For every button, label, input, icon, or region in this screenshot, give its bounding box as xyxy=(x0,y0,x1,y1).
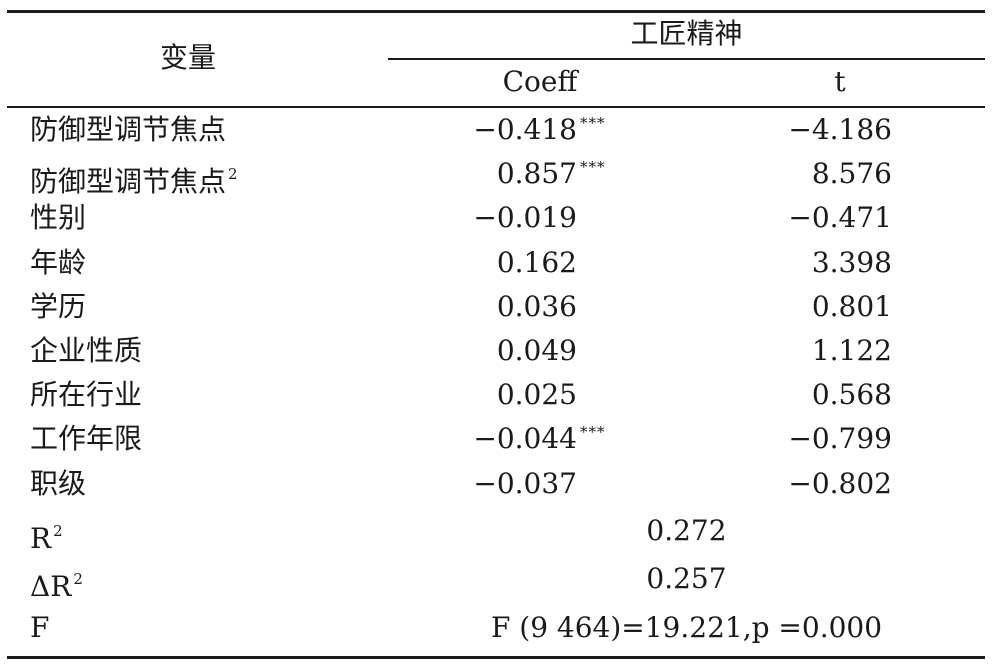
summary-label: ΔR 2 xyxy=(30,570,83,603)
row-label: 防御型调节焦点 2 xyxy=(30,165,238,198)
t-value: 0.568 xyxy=(811,378,892,411)
t-value: −0.799 xyxy=(788,422,892,455)
summary-value: F (9 464)=19.221,p =0.000 xyxy=(490,611,883,644)
coeff-value: 0.049 xyxy=(496,334,577,367)
superscript: 2 xyxy=(53,522,63,540)
row-label: 学历 xyxy=(30,290,87,323)
summary-value: 0.272 xyxy=(646,514,727,547)
row-label: 性别 xyxy=(30,201,87,234)
t-value: −0.802 xyxy=(788,467,892,500)
t-value: −0.471 xyxy=(788,201,892,234)
header-t: t xyxy=(834,65,846,98)
header-variable: 变量 xyxy=(160,41,217,74)
coeff-value: 0.857 *** xyxy=(496,157,606,190)
group-underline xyxy=(388,58,985,60)
row-label: 企业性质 xyxy=(30,334,143,367)
header-coeff: Coeff xyxy=(502,65,578,98)
row-label: 工作年限 xyxy=(30,422,143,455)
coeff-value: −0.019 xyxy=(473,201,577,234)
coeff-value: −0.037 xyxy=(473,467,577,500)
coeff-value: 0.036 xyxy=(496,290,577,323)
t-value: −4.186 xyxy=(788,113,892,146)
top-rule xyxy=(7,10,985,13)
row-label: 年龄 xyxy=(30,246,87,279)
row-label: 所在行业 xyxy=(30,378,143,411)
header-rule xyxy=(7,106,985,108)
significance-stars: *** xyxy=(580,158,606,176)
coeff-value: −0.044 *** xyxy=(473,422,606,455)
significance-stars: *** xyxy=(580,423,606,441)
t-value: 8.576 xyxy=(811,157,892,190)
t-value: 3.398 xyxy=(811,246,892,279)
coeff-value: −0.418 *** xyxy=(473,113,606,146)
coeff-value: 0.162 xyxy=(496,246,577,279)
t-value: 1.122 xyxy=(811,334,892,367)
row-label: 职级 xyxy=(30,467,87,500)
coeff-value: 0.025 xyxy=(496,378,577,411)
row-label: 防御型调节焦点 xyxy=(30,113,227,146)
superscript: 2 xyxy=(73,570,83,588)
significance-stars: *** xyxy=(580,114,606,132)
summary-label: F xyxy=(30,611,50,644)
superscript: 2 xyxy=(228,165,238,183)
header-group: 工匠精神 xyxy=(630,17,743,50)
t-value: 0.801 xyxy=(811,290,892,323)
bottom-rule xyxy=(7,656,985,659)
summary-value: 0.257 xyxy=(646,562,727,595)
